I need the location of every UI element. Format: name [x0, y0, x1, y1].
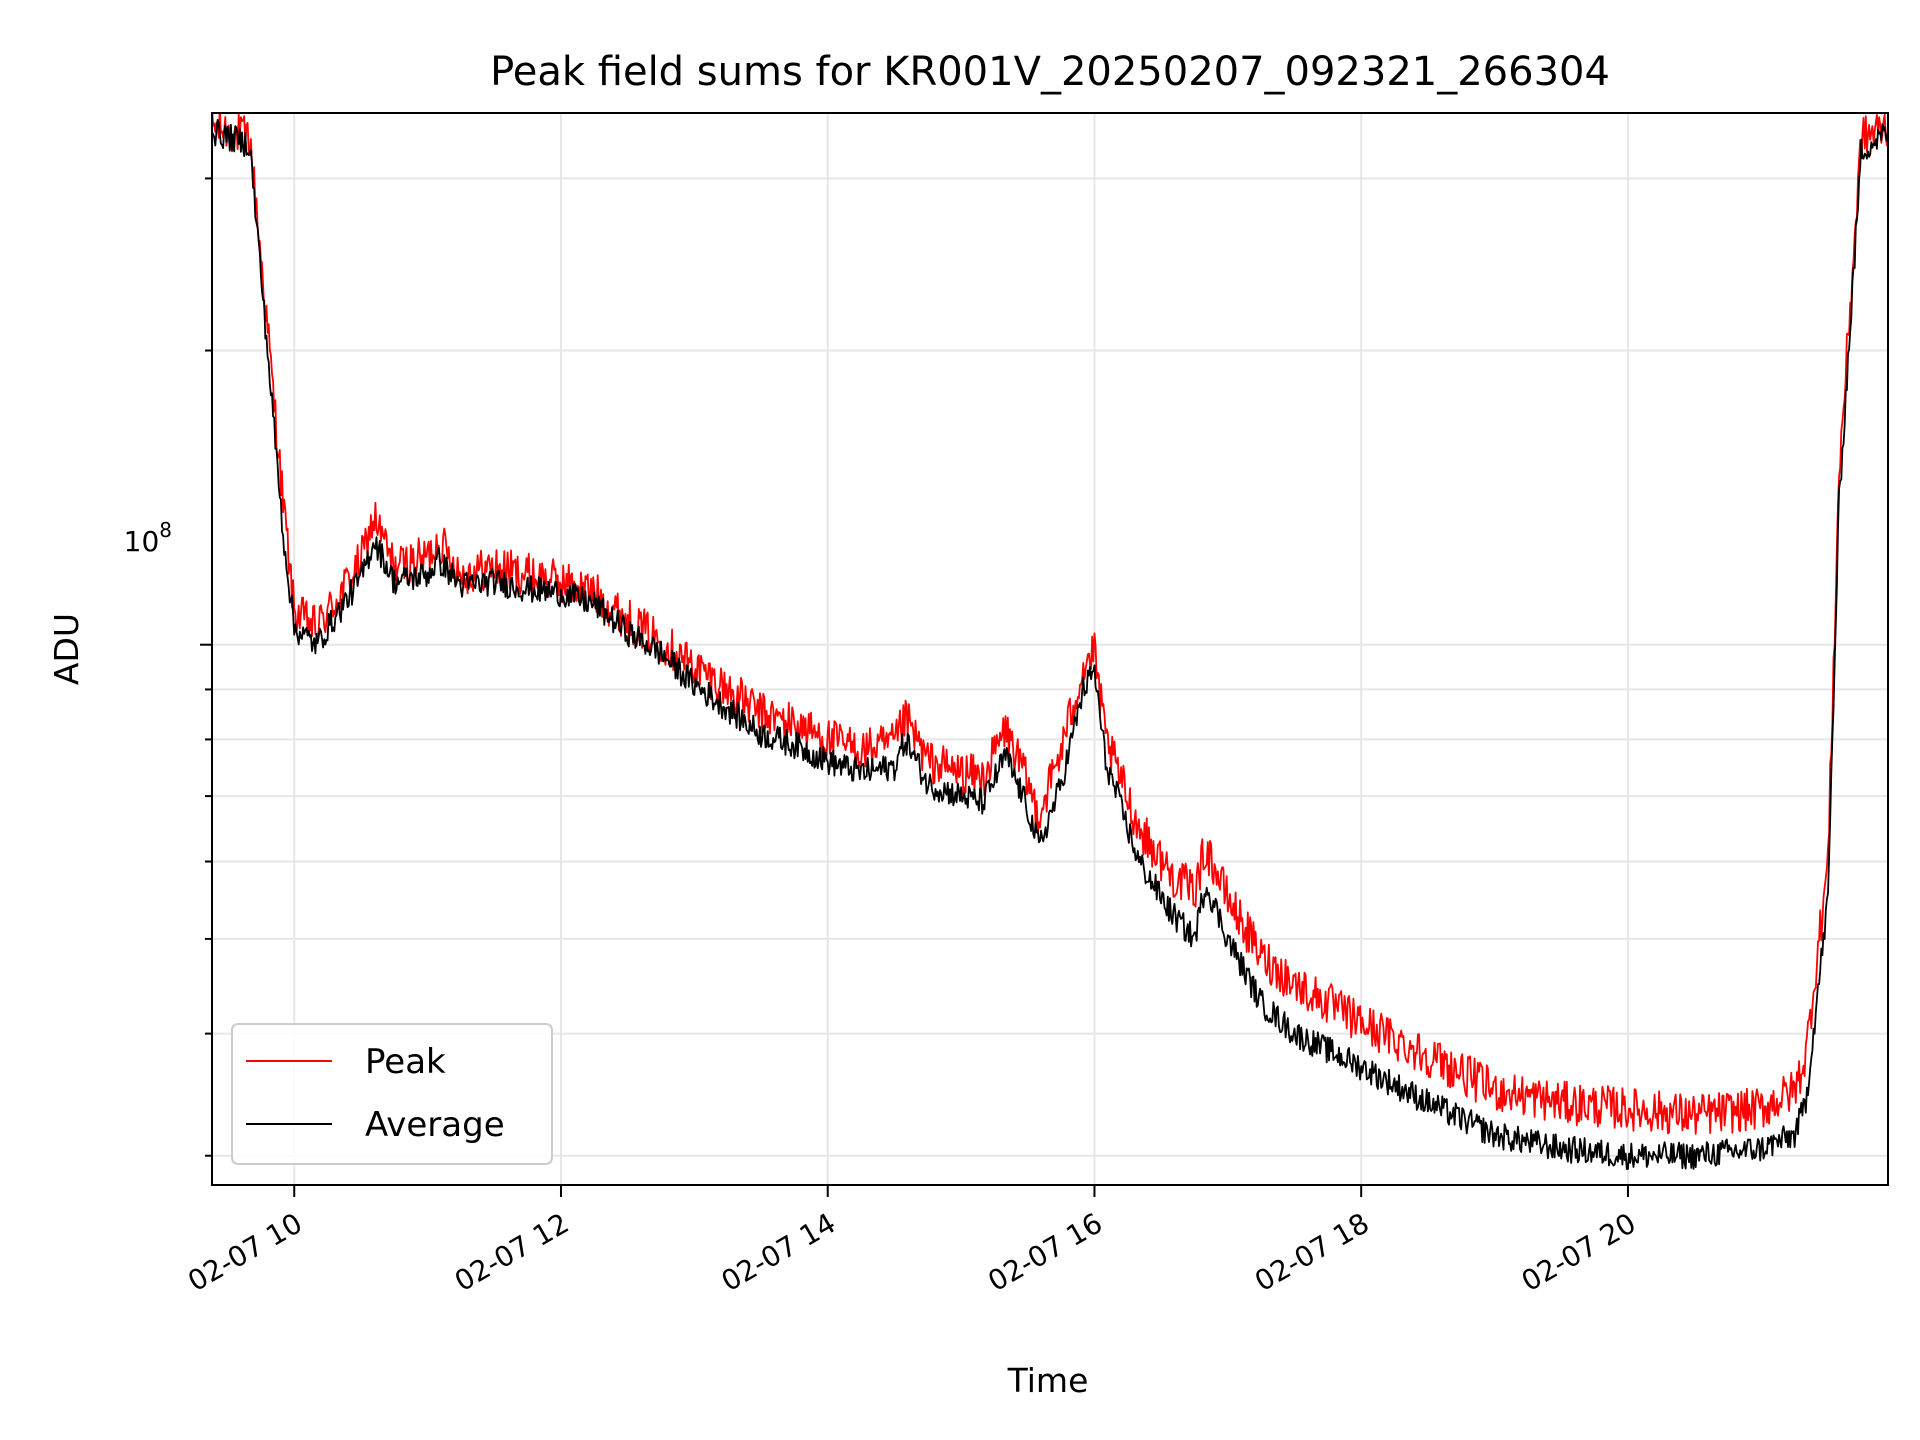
y-tick-label-major: 108 — [124, 518, 172, 558]
chart-title: Peak field sums for KR001V_20250207_0923… — [490, 49, 1610, 95]
x-axis-label: Time — [1007, 1361, 1089, 1400]
series-layer — [212, 113, 1888, 1170]
legend-label-peak: Peak — [365, 1042, 446, 1082]
grid — [212, 113, 1888, 1185]
series-line-average — [212, 119, 1888, 1170]
y-axis: 108 — [124, 177, 212, 1157]
legend-box — [231, 1023, 553, 1165]
y-axis-label: ADU — [47, 613, 86, 685]
legend-label-average: Average — [365, 1105, 505, 1145]
plot-frame — [211, 112, 1889, 1186]
legend: Peak Average — [231, 1023, 553, 1165]
